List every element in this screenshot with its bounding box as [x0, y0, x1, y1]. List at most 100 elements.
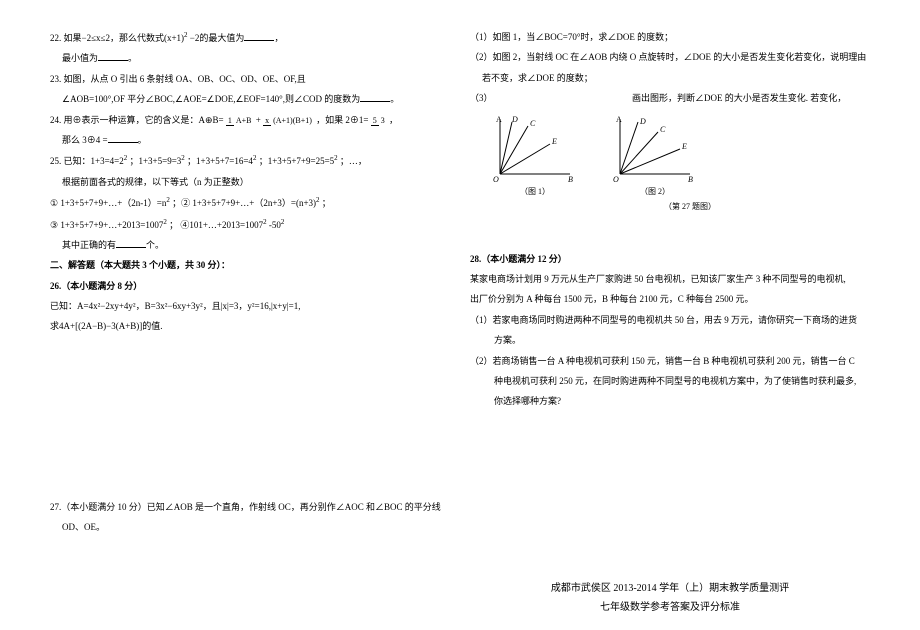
frac2-den: (A+1)(B+1)	[271, 116, 314, 125]
q25-e: ；…，	[340, 156, 367, 166]
fig1-label: （图 1）	[490, 186, 580, 197]
r3b: 画出图形，判断∠DOE 的大小是否发生变化. 若变化，	[632, 93, 846, 103]
r2: （2）如图 2，当射线 OC 在∠AOB 内绕 O 点旋转时，∠DOE 的大小是…	[470, 50, 870, 64]
blank	[116, 238, 146, 248]
q25-2b: ； ④101+…+2013=1007	[169, 220, 263, 230]
blank	[360, 92, 390, 102]
r2b: 若不变，求∠DOE 的度数；	[470, 71, 870, 85]
q28-title: 28.（本小题满分 12 分）	[470, 252, 870, 266]
q24-a: 24. 用⊕表示一种运算，它的含义是：A⊕B=	[50, 115, 224, 125]
q23b: ∠AOB=100°,OF 平分∠BOC,∠AOE=∠DOE,∠EOF=140°,…	[50, 92, 450, 106]
right-column: （1）如图 1，当∠BOC=70°时，求∠DOE 的度数； （2）如图 2，当射…	[460, 30, 880, 600]
fig-caption: （第 27 题图）	[510, 201, 870, 212]
q24: 24. 用⊕表示一种运算，它的含义是：A⊕B= 1A+B + x(A+1)(B+…	[50, 113, 450, 127]
frac3-den: 3	[379, 116, 387, 125]
q25-f: 根据前面各式的规律，以下等式（n 为正整数）	[50, 175, 450, 189]
label-E: E	[551, 137, 557, 146]
r3: （3） 画出图形，判断∠DOE 的大小是否发生变化. 若变化，	[470, 91, 870, 105]
q25: 25. 已知：1+3=4=22 ；1+3+5=9=32 ；1+3+5+7=16=…	[50, 153, 450, 168]
q25-1a: ① 1+3+5+7+9+…+（2n-1）=n	[50, 198, 166, 208]
q22-text-b: −2的最大值为	[190, 33, 245, 43]
label-B: B	[568, 175, 573, 184]
q25-a: 25. 已知：1+3=4=2	[50, 156, 124, 166]
q24-mid: ，如果 2⊕1=	[316, 115, 368, 125]
label-D: D	[639, 117, 646, 126]
q22-min: 最小值为 。	[50, 51, 450, 65]
frac2-num: x	[263, 116, 271, 126]
q25-opt2: ③ 1+3+5+7+9+…+2013=10072 ； ④101+…+2013=1…	[50, 217, 450, 232]
q23-a: 23. 如图，从点 O 引出 6 条射线 OA、OB、OC、OD、OE、OF,且	[50, 74, 306, 84]
frac2: x(A+1)(B+1)	[263, 117, 314, 125]
q27: 27.（本小题满分 10 分）已知∠AOB 是一个直角，作射线 OC，再分别作∠…	[50, 500, 450, 514]
q22-c: ，	[274, 33, 283, 43]
q25-f-text: 根据前面各式的规律，以下等式（n 为正整数）	[62, 177, 249, 187]
q27-a: 27.（本小题满分 10 分）已知∠AOB 是一个直角，作射线 OC，再分别作∠…	[50, 502, 441, 512]
figure-1: A D C E O B （图 1）	[490, 114, 580, 197]
q25-d: ；1+3+5+7+9=25=5	[259, 156, 334, 166]
label-D: D	[511, 115, 518, 124]
q25-b: ；1+3+5=9=3	[129, 156, 181, 166]
label-B: B	[688, 175, 693, 184]
q25-unit: 个。	[146, 240, 164, 250]
q24-end: ，	[389, 115, 398, 125]
q27-b: OD、OE。	[50, 520, 450, 534]
figure-2: A D C E O B （图 2）	[610, 114, 700, 197]
q22-text-a: 22. 如果−2≤x≤2，那么代数式(x+1)	[50, 33, 184, 43]
blank	[98, 51, 128, 61]
spacer	[470, 495, 870, 575]
label-C: C	[530, 119, 536, 128]
figure-2-svg: A D C E O B	[610, 114, 700, 184]
q28-p1: 某家电商场计划用 9 万元从生产厂家购进 50 台电视机，已知该厂家生产 3 种…	[470, 272, 870, 286]
q28-p2: 出厂价分别为 A 种每台 1500 元，B 种每台 2100 元，C 种每台 2…	[470, 292, 870, 306]
q25-1c: ；	[322, 198, 331, 208]
frac1: 1A+B	[226, 117, 254, 125]
q25-c: ；1+3+5+7=16=4	[187, 156, 253, 166]
fig2-label: （图 2）	[610, 186, 700, 197]
frac1-num: 1	[226, 116, 234, 126]
q25-2a: ③ 1+3+5+7+9+…+2013=1007	[50, 220, 163, 230]
q28-s2b: 种电视机可获利 250 元，在同时购进两种不同型号的电视机方案中，为了使销售时获…	[470, 374, 870, 388]
label-A: A	[496, 115, 502, 124]
q22: 22. 如果−2≤x≤2，那么代数式(x+1)2 −2的最大值为，	[50, 30, 450, 45]
q24-period: 。	[138, 135, 147, 145]
q22-min-label: 最小值为	[62, 53, 98, 63]
footer2: 七年级数学参考答案及评分标准	[470, 598, 870, 613]
spacer	[470, 212, 870, 232]
q23: 23. 如图，从点 O 引出 6 条射线 OA、OB、OC、OD、OE、OF,且	[50, 72, 450, 86]
figure-1-svg: A D C E O B	[490, 114, 580, 184]
r3a: （3）	[470, 93, 493, 103]
q25-opt1: ① 1+3+5+7+9+…+（2n-1）=n2 ；② 1+3+5+7+9+…+（…	[50, 195, 450, 210]
label-A: A	[616, 115, 622, 124]
blank	[244, 31, 274, 41]
q25-1b: ；② 1+3+5+7+9+…+（2n+3）=(n+3)	[172, 198, 316, 208]
label-O: O	[613, 175, 619, 184]
label-E: E	[681, 142, 687, 151]
q25-ans: 其中正确的有 个。	[50, 238, 450, 252]
q24-then: 那么 3⊕4 = 。	[50, 133, 450, 147]
left-column: 22. 如果−2≤x≤2，那么代数式(x+1)2 −2的最大值为， 最小值为。 …	[40, 30, 460, 600]
q28-s1b: 方案。	[470, 333, 870, 347]
spacer	[470, 415, 870, 495]
footer1: 成都市武侯区 2013-2014 学年（上）期末教学质量测评	[470, 579, 870, 594]
q28-s1: （1）若家电商场同时购进两种不同型号的电视机共 50 台，用去 9 万元，请你研…	[470, 313, 870, 327]
plus: +	[256, 115, 261, 125]
spacer	[50, 420, 450, 500]
label-O: O	[493, 175, 499, 184]
figures-row: A D C E O B （图 1） A D C E O B	[490, 114, 870, 197]
frac1-den: A+B	[234, 116, 254, 125]
spacer	[50, 340, 450, 420]
r1: （1）如图 1，当∠BOC=70°时，求∠DOE 的度数；	[470, 30, 870, 44]
q25-ans-label: 其中正确的有	[62, 240, 116, 250]
q26-find: 求4A+[(2A−B)−3(A+B)]的值.	[50, 319, 450, 333]
section2-title: 二、解答题（本大题共 3 个小题，共 30 分）：	[50, 258, 450, 272]
label-C: C	[660, 125, 666, 134]
q25-2c: -50	[269, 220, 281, 230]
blank	[108, 133, 138, 143]
q23-b: ∠AOB=100°,OF 平分∠BOC,∠AOE=∠DOE,∠EOF=140°,…	[62, 94, 360, 104]
q28-s2c: 你选择哪种方案?	[470, 394, 870, 408]
q24-then-label: 那么 3⊕4 =	[62, 135, 108, 145]
q22-period: 。	[128, 53, 137, 63]
q26-title: 26.（本小题满分 8 分）	[50, 279, 450, 293]
q23-c: 。	[390, 94, 399, 104]
frac3: 53	[371, 117, 387, 125]
